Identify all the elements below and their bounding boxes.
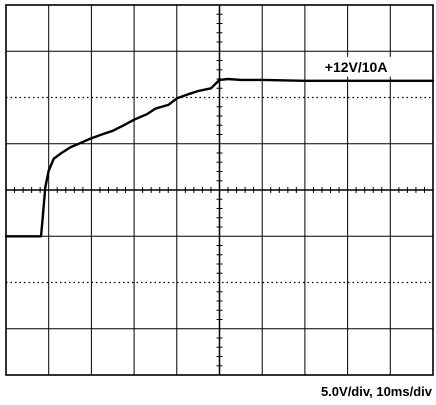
scale-caption: 5.0V/div, 10ms/div: [321, 384, 432, 399]
label-layer: +12V/10A: [308, 57, 404, 77]
trace-label: +12V/10A: [325, 59, 388, 75]
oscilloscope-screen: +12V/10A: [0, 0, 436, 380]
